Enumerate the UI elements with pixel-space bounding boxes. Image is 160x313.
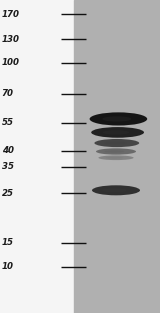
Text: 100: 100 [2,58,20,67]
Bar [0,0,74,313]
Bar [74,0,160,313]
Ellipse shape [103,130,129,135]
Text: 15: 15 [2,238,14,247]
Text: 70: 70 [2,90,14,98]
Ellipse shape [104,141,126,145]
Ellipse shape [104,150,124,153]
Ellipse shape [98,155,134,160]
Ellipse shape [106,157,123,159]
Ellipse shape [96,148,136,155]
Ellipse shape [90,112,147,126]
Ellipse shape [102,188,126,192]
Ellipse shape [94,139,139,147]
Text: 55: 55 [2,118,14,127]
Ellipse shape [92,185,140,195]
Text: 40: 40 [2,146,14,155]
Text: 170: 170 [2,10,20,18]
Text: 25: 25 [2,189,14,198]
Text: 35: 35 [2,162,14,171]
Ellipse shape [91,127,144,138]
Text: 10: 10 [2,262,14,271]
Text: 130: 130 [2,35,20,44]
Ellipse shape [102,116,131,121]
